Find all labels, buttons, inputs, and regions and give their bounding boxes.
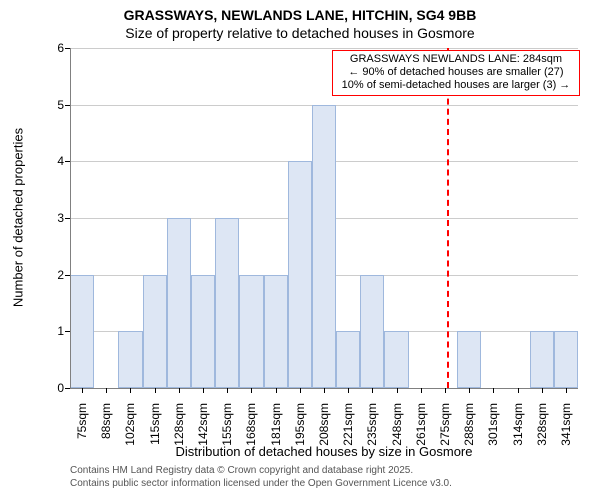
histogram-bar: [312, 105, 336, 388]
histogram-bar: [70, 275, 94, 388]
y-tick-mark: [65, 161, 70, 162]
reference-marker: [447, 48, 449, 388]
x-tick-mark: [324, 388, 325, 393]
x-tick-mark: [348, 388, 349, 393]
title-line1: GRASSWAYS, NEWLANDS LANE, HITCHIN, SG4 9…: [0, 6, 600, 24]
x-tick-mark: [276, 388, 277, 393]
y-tick-label: 2: [57, 268, 64, 282]
histogram-bar: [143, 275, 167, 388]
y-tick-label: 4: [57, 154, 64, 168]
x-tick-mark: [469, 388, 470, 393]
y-tick-label: 5: [57, 98, 64, 112]
attribution: Contains HM Land Registry data © Crown c…: [70, 464, 452, 490]
y-tick-label: 3: [57, 211, 64, 225]
x-tick-mark: [300, 388, 301, 393]
x-tick-mark: [493, 388, 494, 393]
histogram-bar: [530, 331, 554, 388]
y-tick-mark: [65, 48, 70, 49]
histogram-bar: [288, 161, 312, 388]
title-line2: Size of property relative to detached ho…: [0, 24, 600, 42]
x-tick-mark: [155, 388, 156, 393]
y-tick-mark: [65, 105, 70, 106]
y-axis-line: [70, 48, 71, 388]
x-tick-mark: [542, 388, 543, 393]
x-tick-mark: [82, 388, 83, 393]
x-tick-mark: [227, 388, 228, 393]
histogram-bar: [191, 275, 215, 388]
histogram-bar: [457, 331, 481, 388]
x-axis-label: Distribution of detached houses by size …: [70, 444, 578, 459]
attribution-line1: Contains HM Land Registry data © Crown c…: [70, 464, 452, 477]
y-tick-label: 1: [57, 324, 64, 338]
chart-container: { "chart": { "type": "histogram", "title…: [0, 0, 600, 500]
chart-title: GRASSWAYS, NEWLANDS LANE, HITCHIN, SG4 9…: [0, 6, 600, 42]
x-tick-mark: [397, 388, 398, 393]
y-axis: 0123456: [0, 48, 70, 388]
annotation-line2: ← 90% of detached houses are smaller (27…: [337, 66, 576, 79]
x-tick-mark: [179, 388, 180, 393]
y-tick-mark: [65, 218, 70, 219]
histogram-bar: [264, 275, 288, 388]
gridline: [70, 48, 578, 49]
histogram-bar: [215, 218, 239, 388]
x-tick-mark: [372, 388, 373, 393]
y-tick-mark: [65, 275, 70, 276]
x-axis: 75sqm88sqm102sqm115sqm128sqm142sqm155sqm…: [70, 388, 578, 448]
x-tick-mark: [421, 388, 422, 393]
y-tick-label: 0: [57, 381, 64, 395]
x-tick-mark: [251, 388, 252, 393]
histogram-bar: [360, 275, 384, 388]
histogram-bar: [239, 275, 263, 388]
y-tick-label: 6: [57, 41, 64, 55]
attribution-line2: Contains public sector information licen…: [70, 477, 452, 490]
x-tick-mark: [106, 388, 107, 393]
y-tick-mark: [65, 331, 70, 332]
x-tick-mark: [203, 388, 204, 393]
x-tick-mark: [445, 388, 446, 393]
x-tick-mark: [566, 388, 567, 393]
histogram-bar: [118, 331, 142, 388]
annotation-line3: 10% of semi-detached houses are larger (…: [337, 79, 576, 92]
annotation-box: GRASSWAYS NEWLANDS LANE: 284sqm← 90% of …: [332, 50, 581, 96]
x-tick-mark: [130, 388, 131, 393]
histogram-bar: [336, 331, 360, 388]
plot-area: GRASSWAYS NEWLANDS LANE: 284sqm← 90% of …: [70, 48, 578, 388]
histogram-bar: [384, 331, 408, 388]
histogram-bar: [167, 218, 191, 388]
annotation-line1: GRASSWAYS NEWLANDS LANE: 284sqm: [337, 53, 576, 66]
histogram-bar: [554, 331, 578, 388]
x-tick-mark: [518, 388, 519, 393]
